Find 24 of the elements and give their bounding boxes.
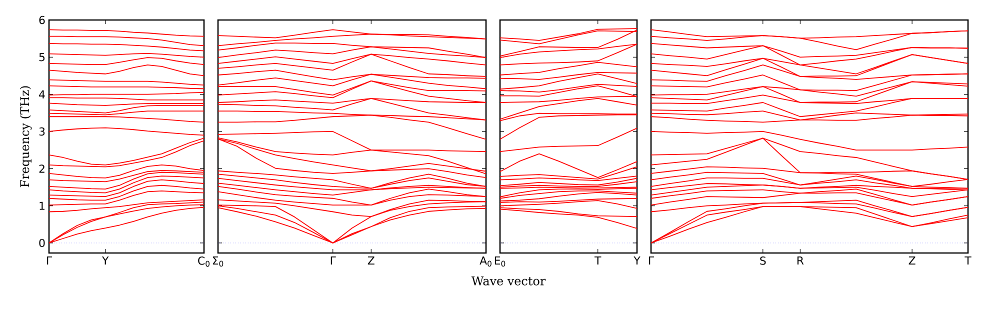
x-tick-label: Y [634,256,640,265]
x-tick-label: Y [102,256,109,265]
x-tick-label: Z [908,256,916,265]
y-tick-label: 0 [39,238,45,248]
y-tick-label: 2 [39,164,44,173]
x-axis-title: Wave vector [471,276,546,286]
x-tick-label: Σ$_{0}$ [212,256,224,267]
y-tick-label: 6 [39,16,45,24]
x-tick-label: T [964,256,972,265]
x-tick-label: E$_{0}$ [494,256,506,267]
y-axis-title: Frequency (THz) [20,86,32,188]
x-tick-label: R [797,256,804,265]
x-tick-label: S [760,256,766,265]
y-tick-label: 3 [39,127,45,136]
x-tick-label: T [594,256,602,265]
y-tick-label: 5 [39,53,45,62]
x-tick-label: Γ [330,256,336,265]
x-tick-label: Z [368,256,374,265]
x-tick-label: Γ [649,256,654,265]
x-tick-label: A$_{0}$ [480,256,492,267]
x-tick-label: C$_{0}$ [198,256,210,267]
x-tick-label: Γ [47,256,52,265]
y-tick-label: 1 [40,202,44,210]
y-tick-label: 4 [39,90,45,98]
